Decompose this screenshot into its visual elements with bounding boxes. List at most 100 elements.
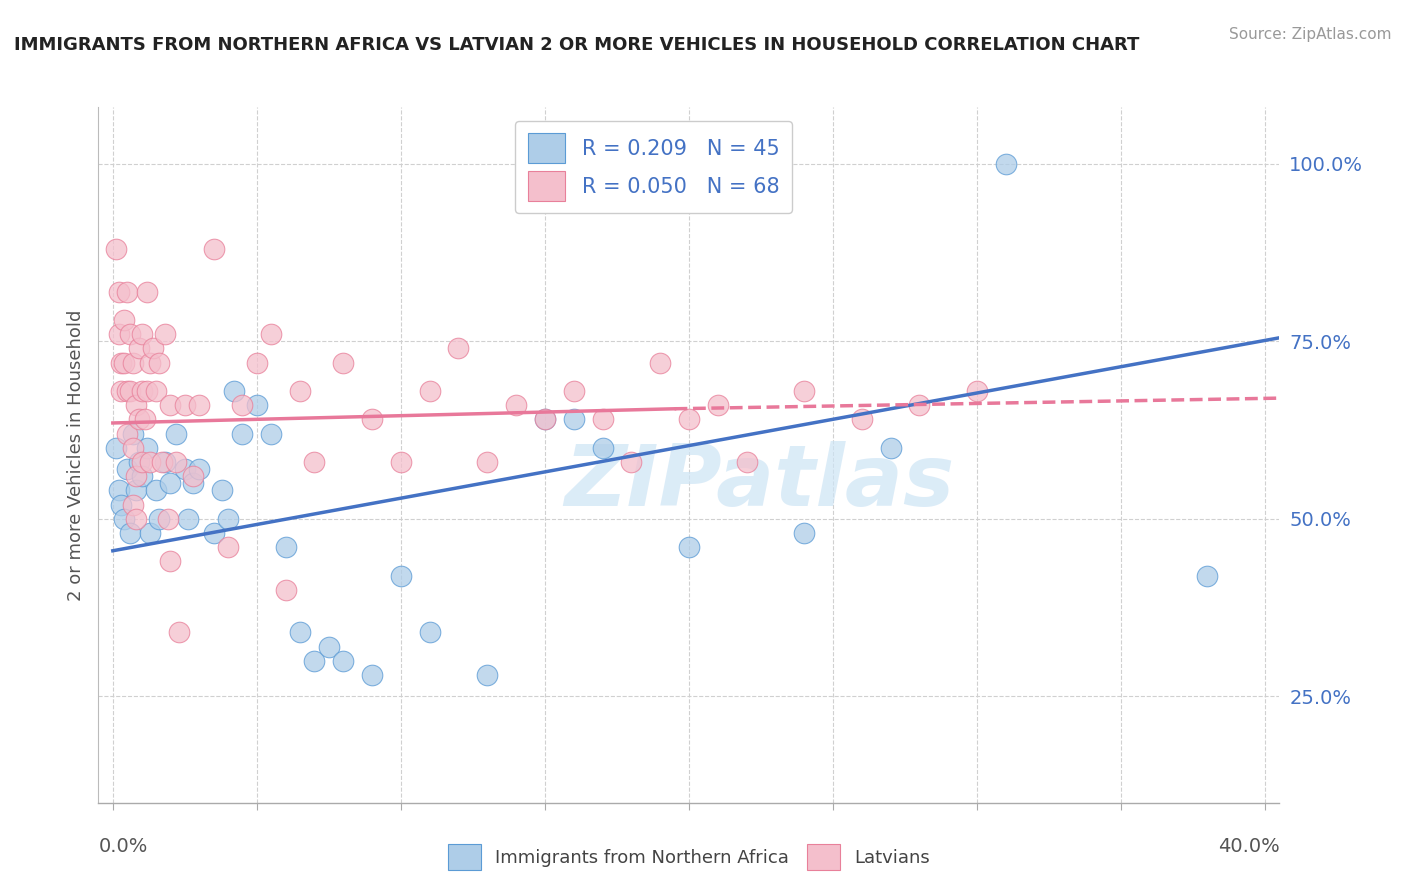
Point (332, 356, 354, 370)
Point (122, 498, 145, 512)
Point (274, 540, 297, 554)
Point (202, 526, 225, 541)
Point (534, 412, 557, 426)
Point (678, 540, 700, 554)
Point (134, 412, 156, 426)
Point (128, 412, 150, 426)
Point (107, 483, 129, 498)
Point (115, 462, 138, 476)
Point (793, 384, 815, 398)
Point (136, 441, 159, 455)
Point (153, 327, 176, 342)
Point (150, 455, 173, 469)
Text: IMMIGRANTS FROM NORTHERN AFRICA VS LATVIAN 2 OR MORE VEHICLES IN HOUSEHOLD CORRE: IMMIGRANTS FROM NORTHERN AFRICA VS LATVI… (14, 36, 1139, 54)
Point (793, 526, 815, 541)
Point (966, 384, 988, 398)
Point (477, 668, 499, 682)
Point (125, 483, 148, 498)
Point (125, 398, 148, 412)
Point (104, 441, 127, 455)
Point (115, 426, 138, 441)
Point (167, 625, 190, 640)
Point (159, 398, 181, 412)
Point (110, 356, 132, 370)
Point (389, 568, 412, 582)
Text: 40.0%: 40.0% (1218, 838, 1279, 856)
Point (419, 384, 441, 398)
Point (908, 398, 931, 412)
Point (122, 356, 145, 370)
Point (678, 412, 700, 426)
Point (1197, 568, 1219, 582)
Point (177, 512, 200, 526)
Point (851, 412, 873, 426)
Point (246, 398, 269, 412)
Point (107, 285, 129, 299)
Point (447, 342, 470, 356)
Point (288, 625, 311, 640)
Point (217, 512, 239, 526)
Point (246, 356, 269, 370)
Point (112, 313, 135, 327)
Point (112, 512, 135, 526)
Point (389, 455, 412, 469)
Point (131, 455, 153, 469)
Point (505, 398, 527, 412)
Point (650, 356, 672, 370)
Point (222, 384, 245, 398)
Point (110, 384, 132, 398)
Point (419, 625, 441, 640)
Point (148, 356, 170, 370)
Point (735, 455, 758, 469)
Point (122, 441, 145, 455)
Point (188, 462, 211, 476)
Point (145, 384, 167, 398)
Point (217, 540, 239, 554)
Point (136, 384, 159, 398)
Point (120, 327, 142, 342)
Point (142, 342, 165, 356)
Point (122, 426, 145, 441)
Point (104, 242, 127, 256)
Point (332, 654, 354, 668)
Point (145, 483, 167, 498)
Text: 0.0%: 0.0% (98, 838, 148, 856)
Point (128, 455, 150, 469)
Point (477, 455, 499, 469)
Text: Source: ZipAtlas.com: Source: ZipAtlas.com (1229, 27, 1392, 42)
Point (592, 441, 614, 455)
Point (188, 398, 211, 412)
Point (318, 640, 340, 654)
Point (274, 582, 297, 597)
Point (115, 285, 138, 299)
Point (125, 469, 148, 483)
Point (139, 356, 162, 370)
Point (592, 412, 614, 426)
Point (159, 476, 181, 491)
Point (148, 512, 170, 526)
Point (288, 384, 311, 398)
Point (562, 412, 585, 426)
Text: ZIPatlas: ZIPatlas (565, 442, 955, 524)
Point (562, 384, 585, 398)
Point (165, 426, 187, 441)
Point (131, 327, 153, 342)
Legend: Immigrants from Northern Africa, Latvians: Immigrants from Northern Africa, Latvian… (441, 838, 936, 877)
Point (173, 398, 195, 412)
Point (110, 498, 132, 512)
Point (994, 157, 1017, 171)
Point (159, 554, 181, 568)
Point (139, 455, 162, 469)
Point (361, 412, 384, 426)
Point (131, 469, 153, 483)
Point (534, 412, 557, 426)
Point (131, 384, 153, 398)
Point (153, 455, 176, 469)
Point (128, 342, 150, 356)
Point (165, 455, 187, 469)
Point (202, 242, 225, 256)
Point (125, 512, 148, 526)
Point (112, 356, 135, 370)
Point (115, 384, 138, 398)
Point (107, 327, 129, 342)
